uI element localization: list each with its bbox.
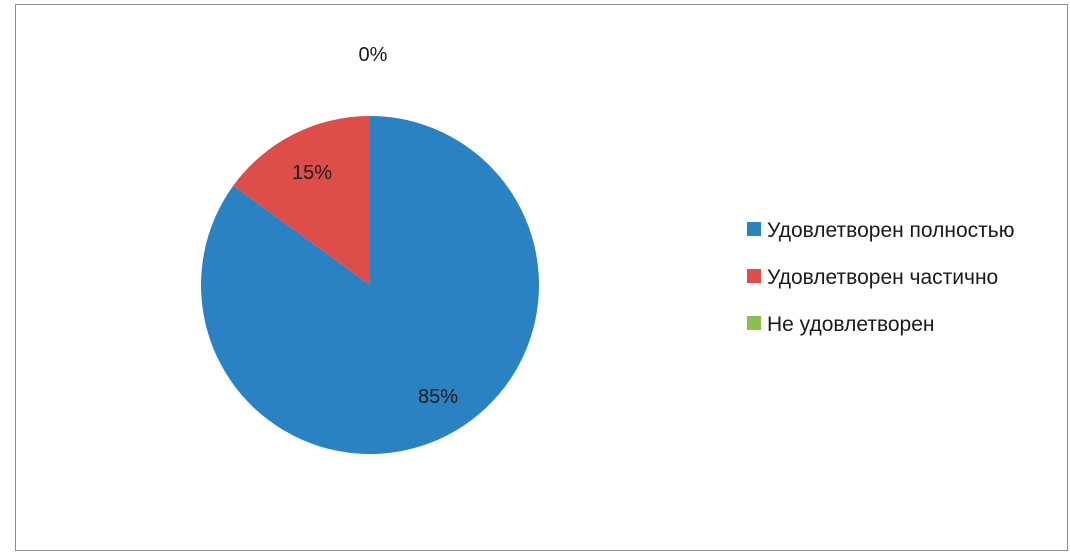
pie-chart: 85%15%0% Удовлетворен полностьюУдовлетво… [201, 44, 1014, 455]
legend-swatch-1 [747, 222, 761, 236]
legend-swatch-3 [747, 316, 761, 330]
pie-slices [201, 116, 540, 455]
data-label-1: 85% [418, 386, 458, 408]
data-label-2: 15% [292, 162, 332, 184]
legend-swatch-2 [747, 269, 761, 283]
chart-frame: 85% 15% 0% Удовлетворен полностью Удовлетво… [15, 4, 1068, 551]
legend: Удовлетворен полностью Удовлетворен части… [747, 219, 1014, 336]
data-label-3: 0% [359, 44, 388, 66]
legend-label-2: Удовлетворен частично [767, 266, 998, 289]
pie-slice-2 [233, 116, 370, 285]
pie-data-labels: 85% 15% 0% [292, 44, 458, 408]
pie-slice-1 [201, 116, 540, 455]
legend-label-1: Удовлетворен полностью [767, 219, 1014, 242]
legend-label-3: Не удовлетворен [767, 313, 935, 336]
